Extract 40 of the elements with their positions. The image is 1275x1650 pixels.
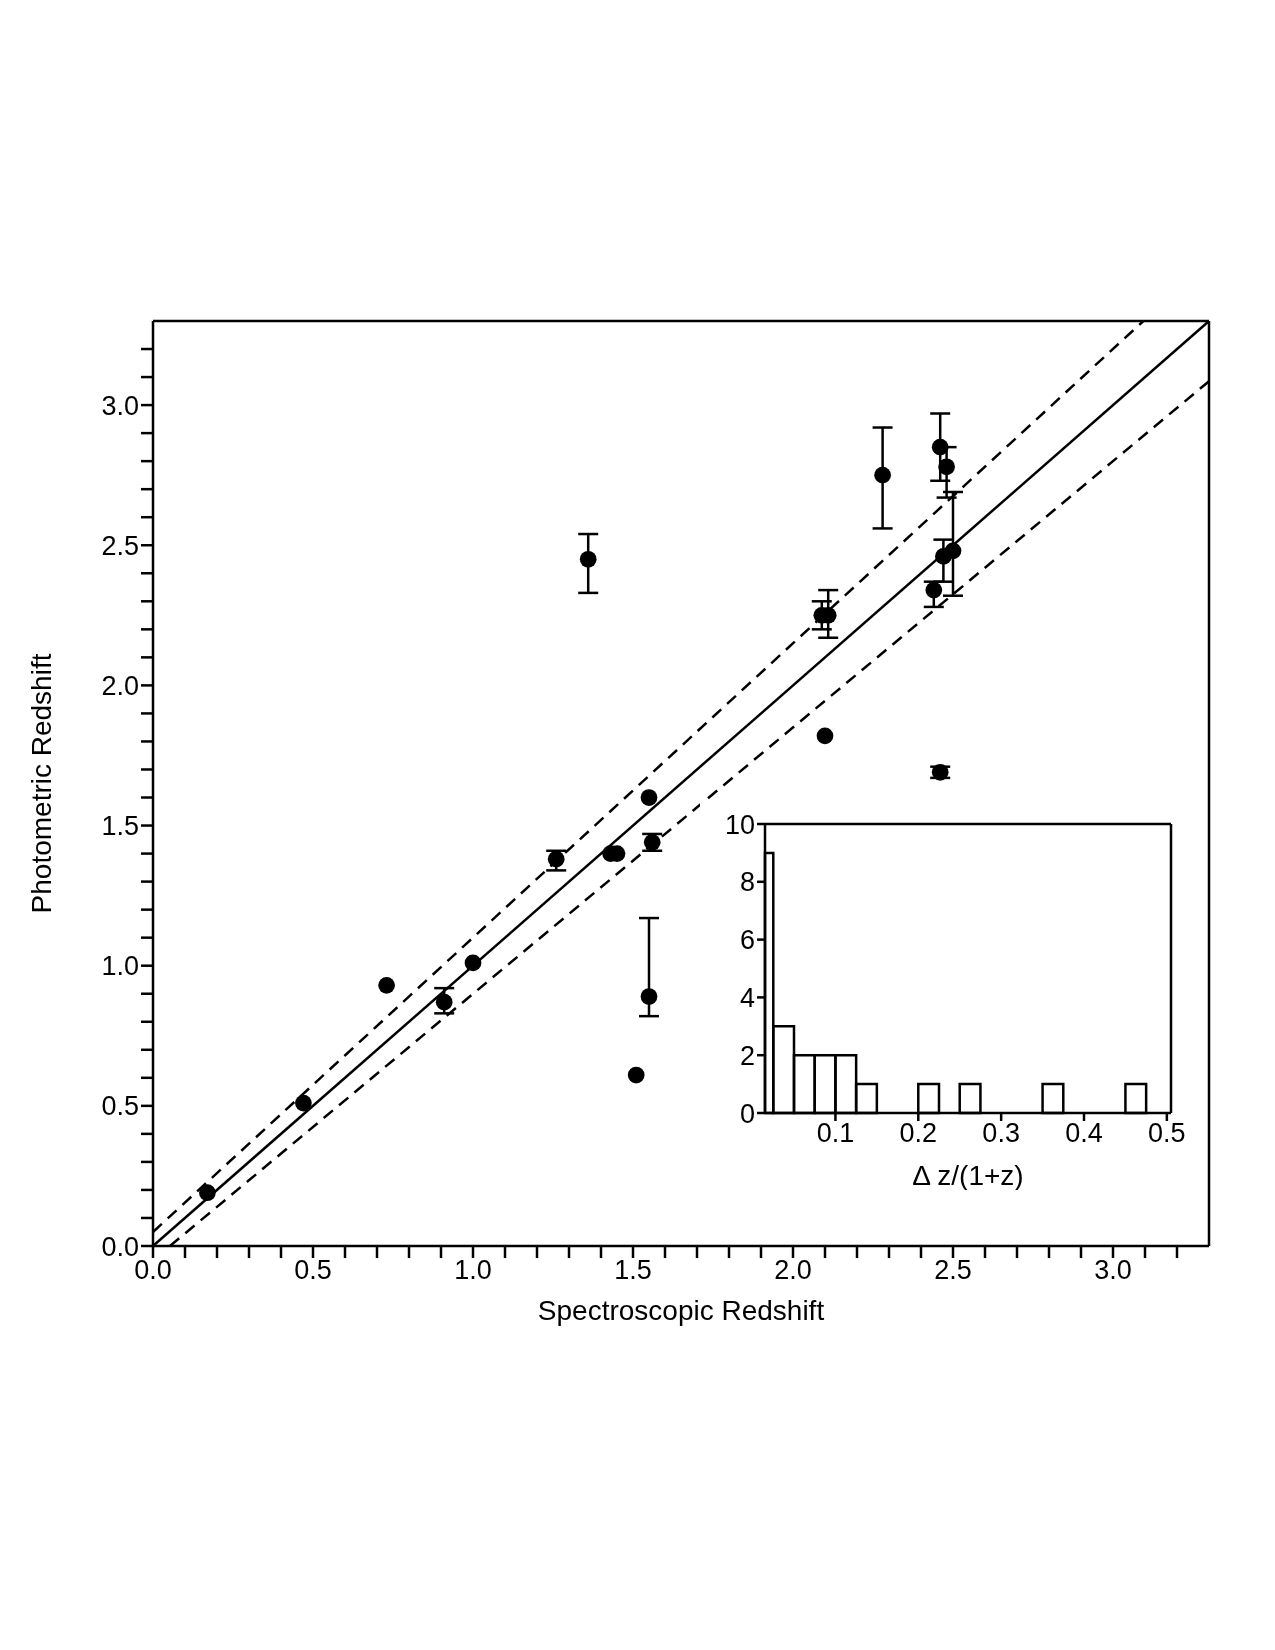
y-tick-label: 2.0 <box>101 670 139 701</box>
y-tick-label: 10 <box>724 809 755 840</box>
y-tick-label: 2.5 <box>101 530 139 561</box>
point <box>931 438 949 456</box>
x-tick-label: 0.5 <box>1148 1118 1186 1149</box>
x-axis-title: Spectroscopic Redshift <box>537 1295 825 1326</box>
y-tick-label: 1.0 <box>101 951 139 982</box>
y-tick-label: 3.0 <box>101 390 139 421</box>
point <box>816 727 834 745</box>
x-tick-label: 3.0 <box>1094 1255 1132 1286</box>
x-tick-label: 0.5 <box>294 1255 332 1286</box>
x-tick-label: 1.5 <box>614 1255 652 1286</box>
point <box>938 458 955 476</box>
y-tick-label: 1.5 <box>101 811 139 842</box>
point <box>579 550 597 568</box>
y-tick-label: 4 <box>739 982 755 1013</box>
point <box>944 542 962 560</box>
x-tick-label: 2.5 <box>934 1255 972 1286</box>
point <box>199 1184 216 1202</box>
y-tick-label: 8 <box>739 867 755 898</box>
point <box>640 988 658 1005</box>
point <box>640 789 658 806</box>
x-tick-label: 2.0 <box>774 1255 812 1286</box>
x-tick-label: 0.4 <box>1065 1118 1103 1149</box>
x-tick-label: 1.0 <box>454 1255 492 1286</box>
point <box>295 1094 312 1112</box>
point <box>378 976 395 994</box>
point <box>464 954 482 972</box>
y-tick-label: 2 <box>739 1040 755 1071</box>
point <box>435 993 453 1011</box>
x-tick-label: 0.3 <box>982 1118 1020 1149</box>
x-axis-title: Δ z/(1+z) <box>912 1160 1024 1191</box>
x-tick-label: 0.2 <box>899 1118 938 1149</box>
y-axis-title: Photometric Redshift <box>25 653 57 914</box>
y-tick-label: 0 <box>739 1098 755 1129</box>
point <box>627 1066 645 1084</box>
y-tick-label: 6 <box>739 925 755 956</box>
point <box>874 466 891 484</box>
y-tick-label: 0.5 <box>101 1091 139 1122</box>
x-tick-label: 0.1 <box>816 1118 855 1149</box>
